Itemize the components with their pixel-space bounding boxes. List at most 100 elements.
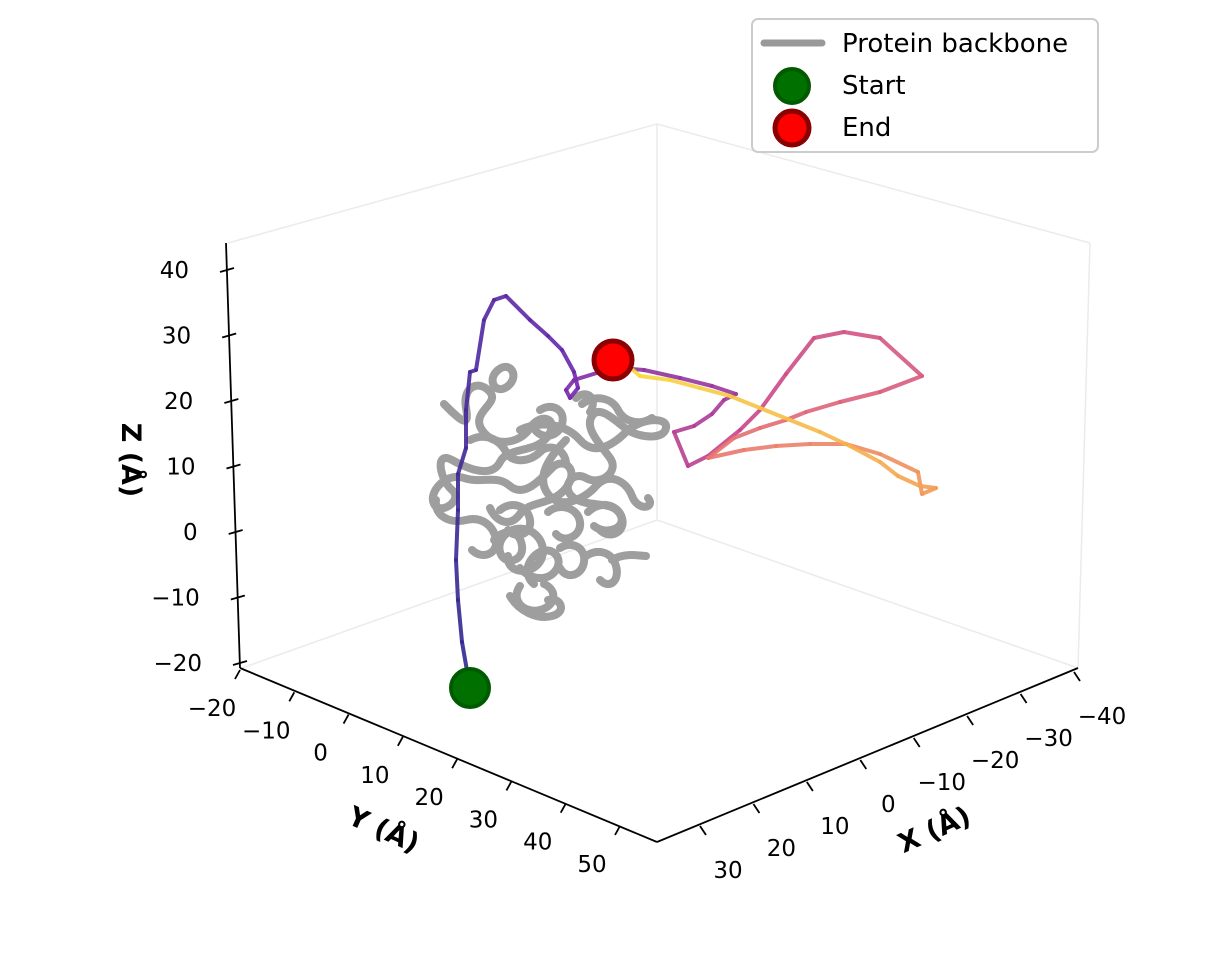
trajectory-segment: [692, 412, 714, 428]
x-tick-label: 20: [767, 836, 796, 862]
y-tick-label: 10: [360, 763, 389, 789]
x-tick: [966, 715, 974, 726]
x-axis-line: [656, 667, 1079, 843]
start-marker: [449, 667, 491, 709]
legend-label-end: End: [842, 113, 891, 143]
backbone-segment: [506, 580, 565, 621]
trajectory-segment: [896, 474, 922, 488]
trajectory-segment: [492, 294, 508, 302]
trajectory-segment: [672, 424, 696, 434]
trajectory-segment: [878, 460, 900, 478]
trajectory-segment: [916, 470, 924, 496]
y-tick: [288, 691, 296, 702]
pane-edge-floor-left: [241, 519, 658, 669]
trajectory-segment: [878, 336, 924, 378]
legend-start-swatch: [773, 67, 811, 105]
axis-ticks: [219, 267, 1081, 836]
trajectory-segment: [878, 452, 920, 474]
trajectory-segment: [758, 372, 788, 412]
trajectory-segment: [728, 394, 762, 410]
legend: Protein backbone Start End: [751, 18, 1099, 153]
legend-end-swatch: [772, 108, 812, 148]
y-tick-label: 30: [469, 807, 498, 833]
backbone-segment: [466, 432, 570, 468]
trajectory-segment: [706, 448, 746, 460]
z-tick-label: 20: [164, 389, 193, 415]
trajectory-segment: [848, 444, 882, 464]
trajectory-segment: [454, 558, 460, 602]
z-tick: [228, 529, 243, 535]
z-axis-line: [225, 242, 241, 669]
x-tick-label: 0: [881, 792, 896, 818]
legend-label-backbone: Protein backbone: [842, 29, 1068, 59]
backbone-segment: [431, 496, 501, 559]
x-tick-label: −20: [971, 748, 1020, 774]
trajectory-segment: [738, 408, 762, 432]
y-tick: [559, 803, 567, 814]
y-tick: [234, 669, 241, 680]
axis-lines: [225, 242, 1079, 843]
trajectory-segment: [560, 348, 576, 374]
x-tick: [1073, 671, 1081, 682]
trajectory-segment: [474, 318, 486, 372]
trajectory-segment: [638, 374, 672, 382]
z-tick-label: −20: [153, 651, 202, 677]
y-tick-label: 20: [415, 785, 444, 811]
trajectory-segment: [504, 294, 532, 322]
y-tick-label: −10: [242, 718, 291, 744]
trajectory-segment: [456, 446, 468, 476]
trajectory-segment: [758, 406, 792, 422]
trajectory-segment: [812, 330, 846, 340]
backbone-segment: [496, 500, 627, 543]
trajectory-segment: [482, 298, 496, 322]
y-axis-line: [239, 667, 658, 843]
trajectory-segment: [788, 418, 822, 434]
x-tick-label: −40: [1078, 704, 1127, 730]
x-tick-label: 30: [713, 858, 742, 884]
trajectory-segment: [572, 370, 602, 382]
trajectory-segment: [784, 336, 816, 376]
trajectory-segment: [918, 484, 938, 490]
z-tick-label: 0: [183, 520, 198, 546]
trajectory-segment: [564, 378, 576, 392]
y-tick-label: −20: [188, 696, 237, 722]
trajectory-segment: [528, 318, 550, 338]
x-tick-label: 10: [820, 814, 849, 840]
trajectory-segment: [710, 384, 738, 396]
z-tick: [232, 660, 248, 666]
trajectory-segment: [804, 400, 842, 414]
x-tick: [806, 781, 814, 792]
pane-edge-right-vertical: [1077, 242, 1091, 669]
x-tick: [912, 737, 921, 748]
x-tick: [1019, 693, 1028, 704]
x-tick: [752, 803, 761, 814]
x-tick-label: −10: [917, 770, 966, 796]
y-tick-label: 0: [313, 741, 328, 767]
trajectory-segment: [668, 378, 702, 390]
z-tick-label: −10: [151, 586, 200, 612]
z-tick: [219, 267, 235, 273]
z-tick: [230, 594, 246, 601]
y-tick: [397, 736, 404, 747]
x-axis-title: X (Å): [893, 800, 975, 860]
pane-edge-top-left: [227, 123, 658, 244]
trajectory-segment: [842, 330, 882, 340]
trajectory-segment: [642, 368, 682, 380]
trajectory-segment: [706, 436, 736, 460]
y-tick: [342, 714, 350, 725]
z-tick: [221, 332, 237, 339]
backbone-segment: [490, 524, 563, 588]
trajectory-segment: [758, 418, 788, 430]
y-tick: [505, 780, 513, 791]
pane-edges: [227, 123, 1091, 669]
trajectory-segment: [818, 430, 852, 448]
pane-edge-top-right: [656, 123, 1091, 244]
z-tick: [224, 398, 239, 404]
end-marker: [591, 338, 635, 382]
trajectory-segment: [710, 398, 726, 416]
z-axis-title: Z (Å): [115, 423, 147, 498]
x-tick-label: −30: [1024, 726, 1073, 752]
trajectory-segment: [456, 598, 464, 644]
